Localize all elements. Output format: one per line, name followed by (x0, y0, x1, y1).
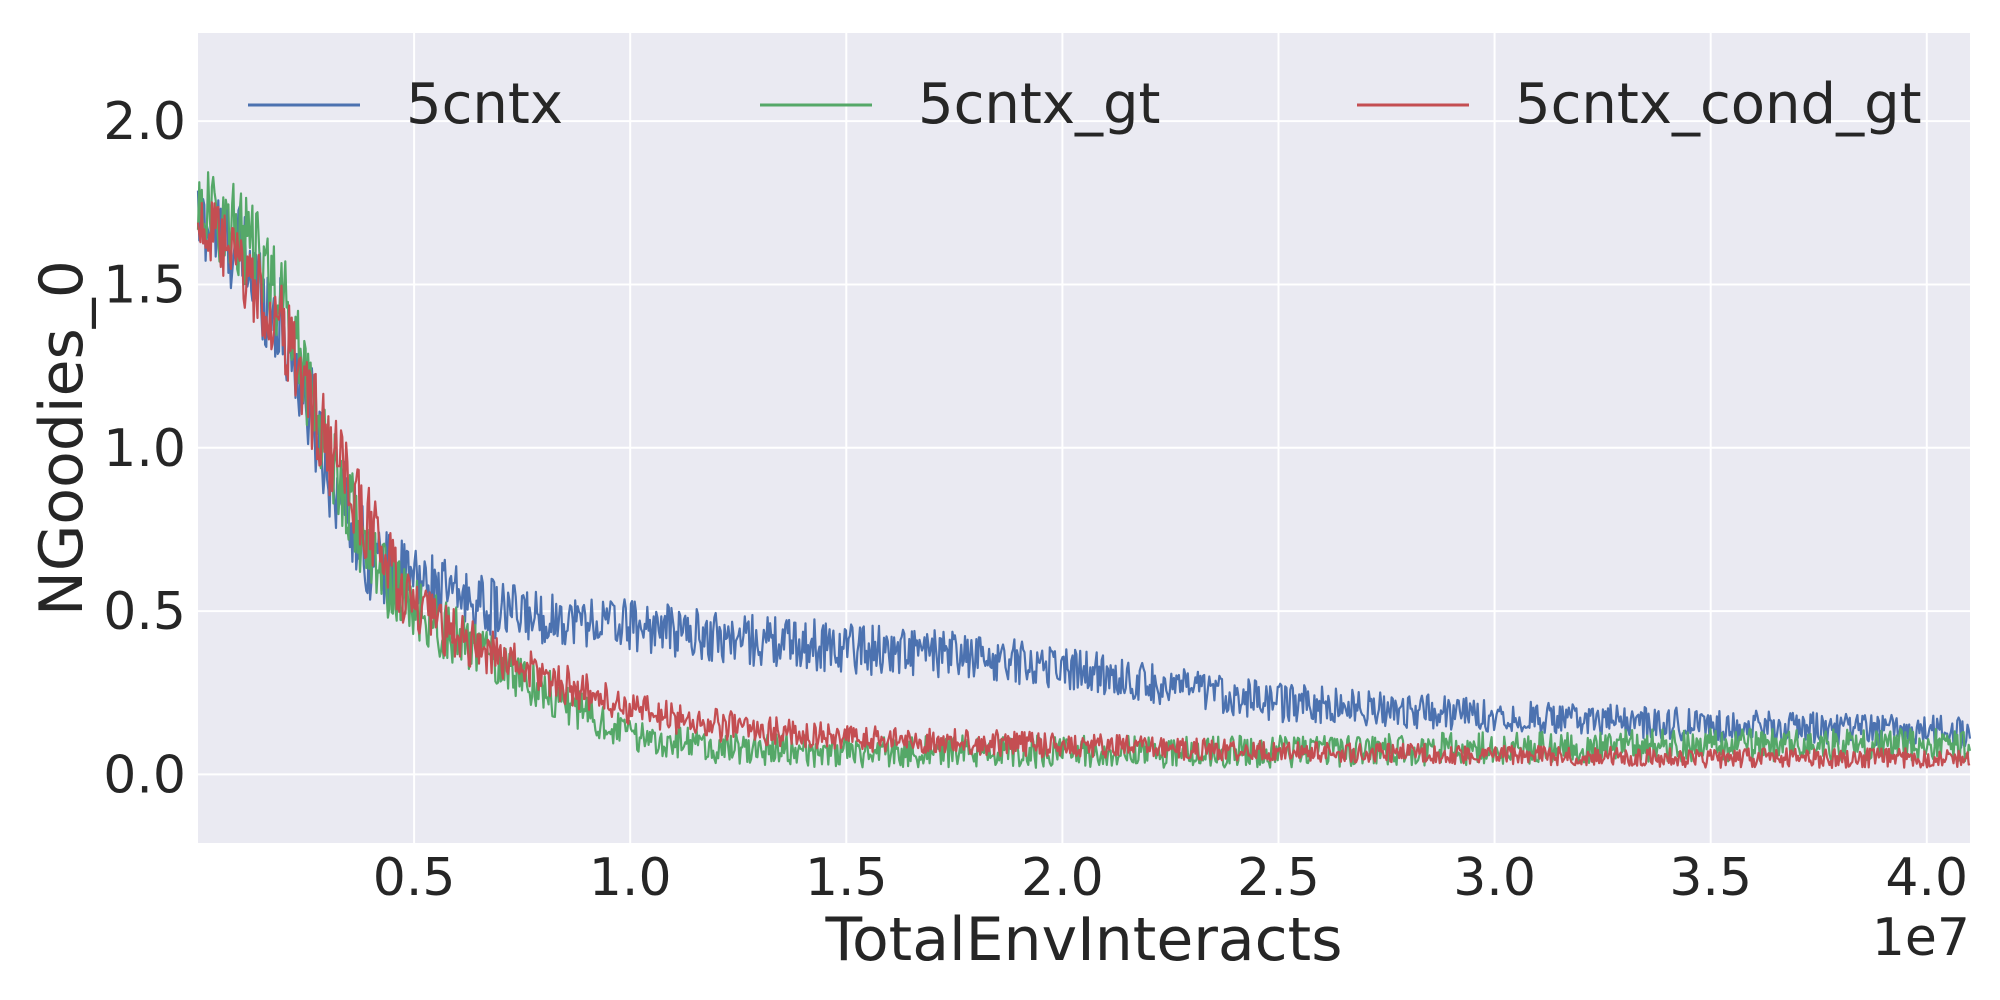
grid-lines (198, 33, 1970, 843)
series-line-5cntx_gt (196, 171, 1972, 769)
x-tick-label: 4.0 (1885, 848, 1968, 908)
y-tick-label: 1.0 (103, 419, 186, 479)
x-tick-label: 1.5 (805, 848, 888, 908)
x-axis-offset-label: 1e7 (1872, 908, 1970, 968)
y-tick-label: 1.5 (103, 255, 186, 315)
x-tick-labels: 0.5 1.0 1.5 2.0 2.5 3.0 3.5 4.0 (373, 848, 1968, 908)
x-axis-label: TotalEnvInteracts (825, 905, 1343, 975)
series-layer (196, 171, 1972, 769)
legend-label: 5cntx_cond_gt (1515, 72, 1922, 137)
x-tick-label: 2.5 (1237, 848, 1320, 908)
series-line-5cntx (196, 190, 1972, 749)
x-tick-label: 3.0 (1453, 848, 1536, 908)
y-tick-label: 0.0 (103, 745, 186, 805)
y-tick-labels: 0.0 0.5 1.0 1.5 2.0 (103, 92, 186, 805)
series-line-5cntx_cond_gt (196, 201, 1971, 769)
legend: 5cntx 5cntx_gt 5cntx_cond_gt (248, 72, 1922, 137)
x-tick-label: 0.5 (373, 848, 456, 908)
y-tick-label: 0.5 (103, 582, 186, 642)
plot-background (198, 33, 1970, 843)
x-tick-label: 3.5 (1669, 848, 1752, 908)
x-tick-label: 1.0 (589, 848, 672, 908)
x-tick-label: 2.0 (1021, 848, 1104, 908)
y-axis-label: NGoodies_0 (27, 260, 97, 616)
legend-label: 5cntx_gt (918, 72, 1161, 137)
y-tick-label: 2.0 (103, 92, 186, 152)
legend-label: 5cntx (406, 72, 563, 137)
